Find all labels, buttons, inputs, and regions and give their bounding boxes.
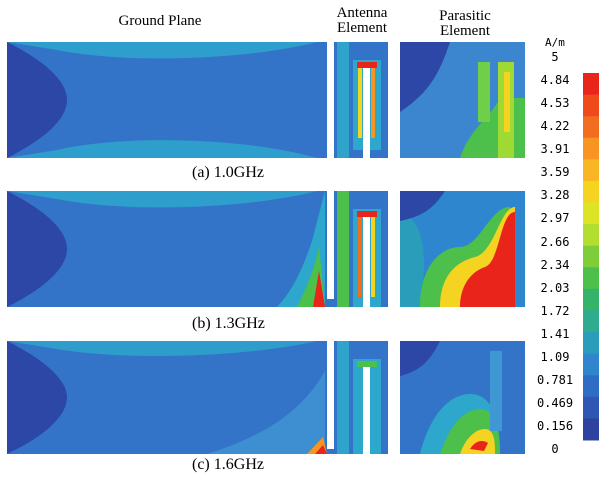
caption-a: (a) 1.0GHz — [192, 164, 264, 181]
colorbar-swatch — [583, 180, 599, 204]
antenna-element-header: Antenna Element — [322, 6, 402, 36]
colorbar-swatch — [583, 310, 599, 333]
ground-plane-panel-b — [7, 191, 388, 307]
colorbar-tick-label: 3.59 — [540, 165, 570, 180]
colorbar-tick-label: 2.97 — [540, 211, 570, 226]
colorbar-tick-label: 3.28 — [540, 188, 570, 203]
colorbar-tick-label: 2.03 — [540, 280, 570, 295]
colorbar-tick-label: 4.84 — [540, 73, 570, 88]
colorbar-tick-label: 0 — [551, 442, 559, 456]
colorbar-tick-label: 1.72 — [540, 303, 570, 318]
colorbar-tick-label: 0.781 — [536, 372, 574, 387]
colorbar-swatch — [583, 353, 599, 376]
colorbar-swatch — [583, 224, 599, 247]
colorbar-tick-label: 4.53 — [540, 96, 570, 111]
parasitic-header-line1: Parasitic — [439, 8, 491, 24]
colorbar-swatch — [583, 159, 599, 182]
colorbar-tick-label: 5 — [551, 50, 559, 64]
colorbar-swatch — [583, 267, 599, 290]
colorbar-tick-label: 3.91 — [540, 142, 570, 157]
colorbar-swatch — [583, 73, 599, 96]
colorbar-swatch — [583, 245, 599, 268]
ground-plane-panel-c — [7, 341, 388, 454]
parasitic-header-line2: Element — [440, 23, 490, 39]
parasitic-panel-b — [400, 191, 525, 307]
caption-b: (b) 1.3GHz — [192, 315, 265, 332]
parasitic-panel-c — [400, 341, 525, 454]
colorbar-tick-label: 1.41 — [540, 326, 570, 341]
colorbar-swatch — [583, 137, 599, 160]
colorbar-swatch — [583, 375, 599, 398]
caption-c: (c) 1.6GHz — [192, 456, 264, 473]
ground-plane-panel-a — [7, 42, 388, 158]
antenna-header-line1: Antenna — [336, 5, 388, 21]
colorbar-tick-label: 1.09 — [540, 349, 570, 364]
colorbar-tick-label: 0.469 — [536, 395, 574, 410]
antenna-header-line2: Element — [337, 20, 387, 36]
colorbar-tick-label: 4.22 — [540, 119, 570, 134]
colorbar-tick-label: 2.66 — [540, 234, 570, 249]
colorbar-swatch — [583, 94, 599, 117]
colorbar-swatch — [583, 396, 599, 419]
colorbar-unit-label: A/m — [545, 36, 565, 49]
colorbar-swatch — [583, 288, 599, 311]
parasitic-panel-a — [400, 42, 525, 158]
colorbar-swatch — [583, 116, 599, 139]
ground-plane-header: Ground Plane — [118, 13, 202, 29]
colorbar-swatch — [583, 202, 599, 225]
colorbar-swatch — [583, 332, 599, 355]
colorbar-swatch — [583, 418, 599, 441]
parasitic-element-header: Parasitic Element — [420, 9, 510, 39]
colorbar-tick-label: 2.34 — [540, 257, 570, 272]
colorbar-tick-label: 0.156 — [536, 418, 574, 433]
